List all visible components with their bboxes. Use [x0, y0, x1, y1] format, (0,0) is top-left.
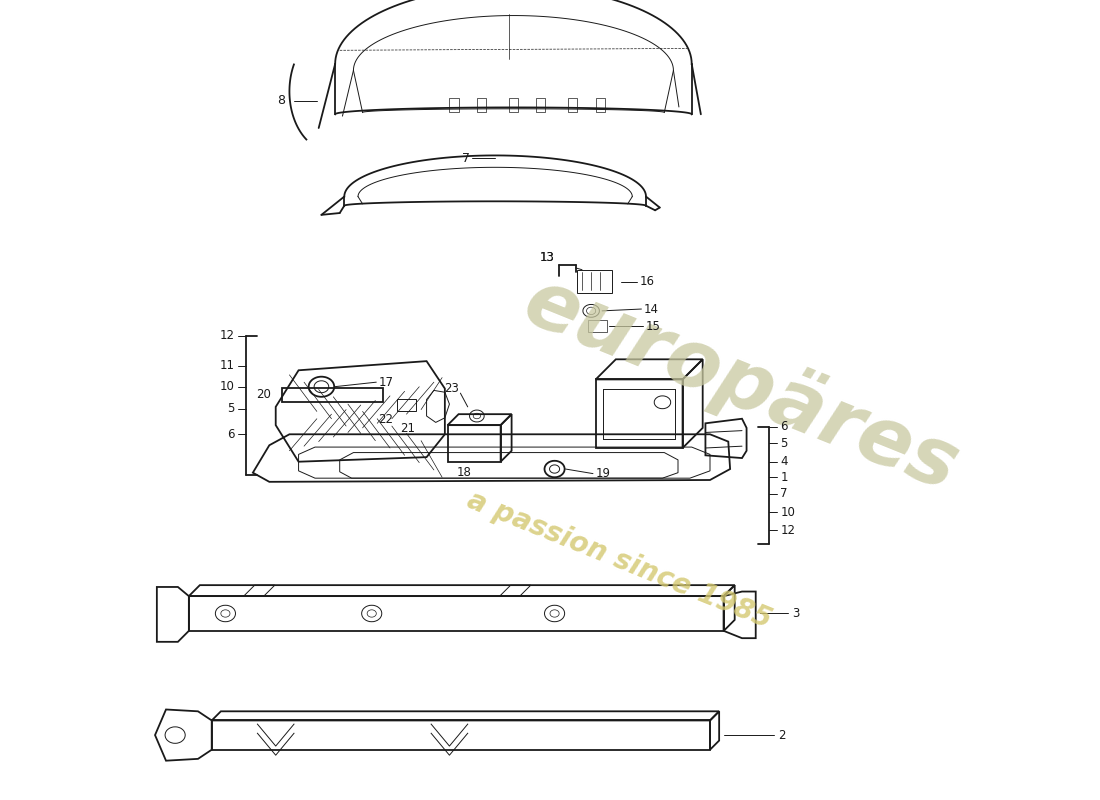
Text: 6: 6: [780, 421, 788, 434]
Text: 13: 13: [540, 251, 554, 264]
Text: 13: 13: [540, 251, 554, 264]
Text: 2: 2: [779, 729, 786, 742]
Text: 5: 5: [228, 402, 234, 415]
Text: 5: 5: [780, 437, 788, 450]
Text: 3: 3: [792, 607, 800, 620]
Text: 21: 21: [400, 422, 416, 435]
Text: 12: 12: [780, 524, 795, 537]
Text: 14: 14: [645, 302, 659, 315]
Text: 6: 6: [227, 428, 234, 441]
Text: 4: 4: [780, 455, 788, 468]
Text: 12: 12: [220, 329, 234, 342]
Text: 10: 10: [780, 506, 795, 518]
Text: europäres: europäres: [513, 261, 970, 507]
Text: 15: 15: [646, 320, 661, 333]
Text: 7: 7: [462, 152, 470, 165]
Text: 11: 11: [220, 359, 234, 372]
Text: 18: 18: [456, 466, 472, 479]
Text: 1: 1: [780, 470, 788, 484]
Text: 8: 8: [277, 94, 285, 107]
Text: 23: 23: [443, 382, 459, 395]
Text: 16: 16: [639, 275, 654, 288]
Text: 7: 7: [780, 487, 788, 500]
Text: 17: 17: [379, 376, 394, 389]
Text: 20: 20: [256, 389, 271, 402]
Text: a passion since 1985: a passion since 1985: [463, 486, 776, 634]
Text: 10: 10: [220, 380, 234, 394]
Text: 19: 19: [596, 467, 611, 480]
Text: 22: 22: [377, 413, 393, 426]
